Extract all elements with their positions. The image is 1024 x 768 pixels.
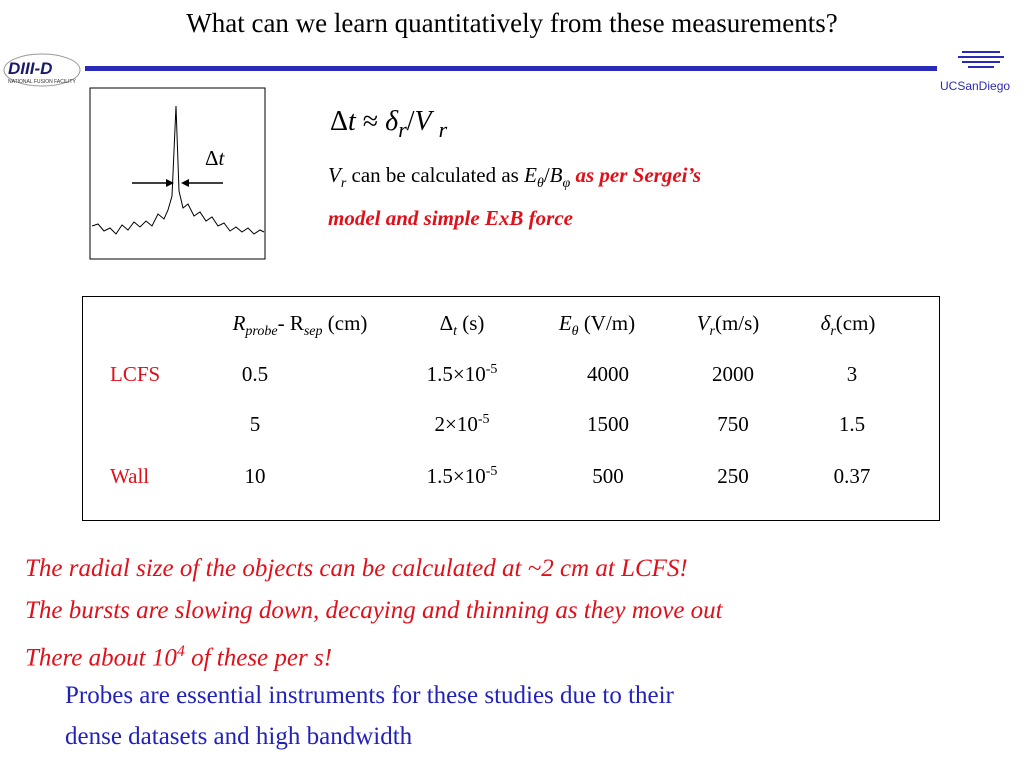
cell-base: 2×10 bbox=[434, 412, 478, 436]
formula: Δt ≈ δr/V r bbox=[330, 106, 447, 144]
header-text: V bbox=[696, 311, 710, 335]
header-sub: t bbox=[453, 324, 457, 340]
logo-ucsd: UCSanDiego bbox=[940, 79, 1010, 93]
delta: Δ bbox=[205, 146, 219, 170]
row-label: LCFS bbox=[110, 362, 161, 386]
conclusion: The bursts are slowing down, decaying an… bbox=[25, 596, 723, 624]
table-cell: 250 bbox=[717, 464, 749, 488]
table-cell: 5 bbox=[249, 412, 261, 436]
table-frame bbox=[82, 296, 940, 521]
table-cell: 1.5×10-5 bbox=[362, 464, 562, 489]
f-slash: / bbox=[406, 106, 415, 137]
f-sub: r bbox=[398, 116, 407, 142]
title: What can we learn quantitatively from th… bbox=[186, 8, 838, 38]
logo-orbit bbox=[3, 53, 81, 87]
header-cell: Eθ (V/m) bbox=[497, 311, 697, 340]
d-e: E bbox=[524, 163, 537, 187]
f-sym: δ bbox=[385, 106, 399, 137]
f-approx: ≈ bbox=[362, 106, 379, 137]
table-cell: 1.5 bbox=[838, 412, 866, 436]
header-graphics: DIII-D NATIONAL FUSION FACILITY UCSanDie… bbox=[3, 51, 1010, 93]
header-sub: probe bbox=[245, 324, 278, 340]
c-text: of these per s! bbox=[184, 644, 333, 672]
cell-base: 1.5×10 bbox=[426, 464, 486, 488]
c-sup: 4 bbox=[176, 643, 185, 660]
d-sub: φ bbox=[562, 176, 571, 192]
f-t: t bbox=[348, 106, 356, 137]
f-delta: Δ bbox=[330, 106, 349, 137]
table-cell: 1.5×10-5 bbox=[362, 362, 562, 387]
t: t bbox=[218, 146, 225, 170]
note: Probes are essential instruments for the… bbox=[65, 675, 674, 757]
header-sub: r bbox=[830, 324, 836, 340]
header-text: R bbox=[232, 311, 246, 335]
plot-frame bbox=[89, 87, 266, 260]
header-text: (s) bbox=[456, 311, 485, 335]
header-text: Δ bbox=[439, 311, 454, 335]
logo-diiid: DIII-D bbox=[8, 59, 52, 78]
note-line: Probes are essential instruments for the… bbox=[65, 682, 674, 709]
signal-plot bbox=[89, 87, 266, 260]
d-b: B bbox=[549, 163, 563, 187]
table-cell: 2×10-5 bbox=[362, 412, 562, 437]
ucsd-emblem bbox=[958, 51, 1004, 68]
f-sub: r bbox=[438, 116, 448, 142]
header-text: (cm) bbox=[835, 311, 876, 335]
signal-trace bbox=[91, 105, 265, 235]
d-text: can be calculated as bbox=[346, 163, 525, 187]
conclusion: There about 104 of these per s! bbox=[25, 631, 723, 679]
row-label: Wall bbox=[110, 464, 150, 488]
cell-exp: -5 bbox=[485, 362, 498, 377]
c-text: There about 10 bbox=[25, 644, 177, 672]
arrow-head bbox=[181, 179, 189, 187]
description: Vr can be calculated as Eθ/Bφ as per Ser… bbox=[328, 158, 708, 235]
d-slash: / bbox=[543, 163, 550, 187]
header-cell: δr(cm) bbox=[748, 311, 948, 340]
header-sub: r bbox=[709, 324, 715, 340]
header-sub: θ bbox=[571, 324, 579, 340]
header-text: (V/m) bbox=[578, 311, 636, 335]
table-cell: 0.37 bbox=[833, 464, 871, 488]
table-cell: 2000 bbox=[712, 362, 754, 386]
header-sub: sep bbox=[303, 324, 323, 340]
cell-exp: -5 bbox=[485, 464, 498, 479]
d-sub: r bbox=[340, 176, 347, 192]
header-cell: Vr(m/s) bbox=[628, 311, 828, 340]
cell-exp: -5 bbox=[477, 412, 490, 427]
conclusions: The radial size of the objects can be ca… bbox=[25, 548, 723, 679]
header-rule bbox=[85, 66, 937, 71]
table-cell: 10 bbox=[244, 464, 266, 488]
header-text: - R bbox=[277, 311, 304, 335]
conclusion: The radial size of the objects can be ca… bbox=[25, 555, 688, 582]
logo-subtitle: NATIONAL FUSION FACILITY bbox=[8, 79, 76, 85]
cell-base: 1.5×10 bbox=[426, 362, 486, 386]
header-cell: Δt (s) bbox=[362, 311, 562, 340]
table-cell: 500 bbox=[592, 464, 624, 488]
header-text: (cm) bbox=[322, 311, 368, 335]
d-model: as per Sergei’s model and simple ExB for… bbox=[328, 163, 702, 231]
table-cell: 1500 bbox=[587, 412, 629, 436]
arrow-head bbox=[166, 179, 174, 187]
d-v: V bbox=[328, 163, 341, 187]
table-cell: 750 bbox=[717, 412, 749, 436]
plot-label: Δt bbox=[205, 146, 224, 171]
header-cell: Rprobe- Rsep (cm) bbox=[200, 311, 400, 340]
header-text: (m/s) bbox=[714, 311, 760, 335]
d-sub: θ bbox=[536, 176, 544, 192]
header-text: E bbox=[558, 311, 572, 335]
f-v: V bbox=[414, 106, 432, 137]
table-cell: 3 bbox=[846, 362, 858, 386]
header-text: δ bbox=[820, 311, 831, 335]
table-cell: 4000 bbox=[587, 362, 629, 386]
note-line: dense datasets and high bandwidth bbox=[65, 723, 413, 750]
table-cell: 0.5 bbox=[241, 362, 269, 386]
